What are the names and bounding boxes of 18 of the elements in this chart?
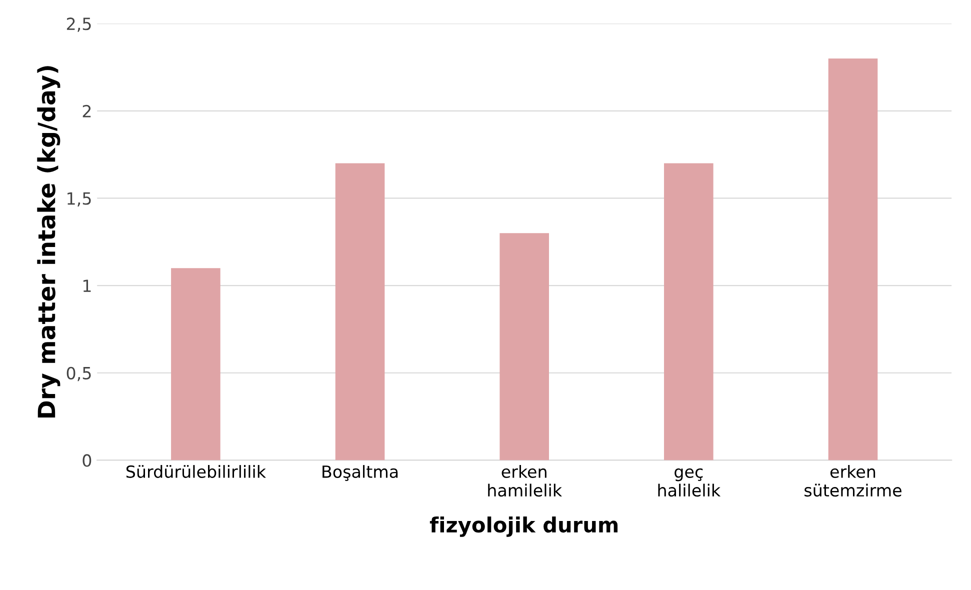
bar — [171, 268, 220, 460]
bar — [828, 58, 878, 460]
x-tick-label: erken hamilelik — [488, 465, 562, 497]
y-tick-label: 2 — [82, 104, 91, 118]
bar — [500, 233, 549, 460]
x-tick-label: erken sütemzirme — [804, 465, 902, 497]
y-axis-title: Dry matter intake (kg/day) — [37, 66, 60, 418]
x-tick-label: Sürdürülebilirlilik — [126, 465, 266, 478]
y-tick-label: 0 — [82, 454, 92, 467]
y-tick-label: 1,5 — [68, 192, 91, 207]
y-tick-label: 0,5 — [66, 366, 91, 382]
y-tick-label: 1 — [83, 280, 91, 292]
x-axis-title: fizyolojik durum — [430, 516, 618, 537]
bar — [335, 163, 385, 460]
x-tick-label: Boşaltma — [322, 465, 398, 481]
y-tick-label: 2,5 — [66, 18, 91, 32]
bar — [664, 163, 714, 460]
x-tick-label: geç halilelik — [658, 468, 721, 497]
